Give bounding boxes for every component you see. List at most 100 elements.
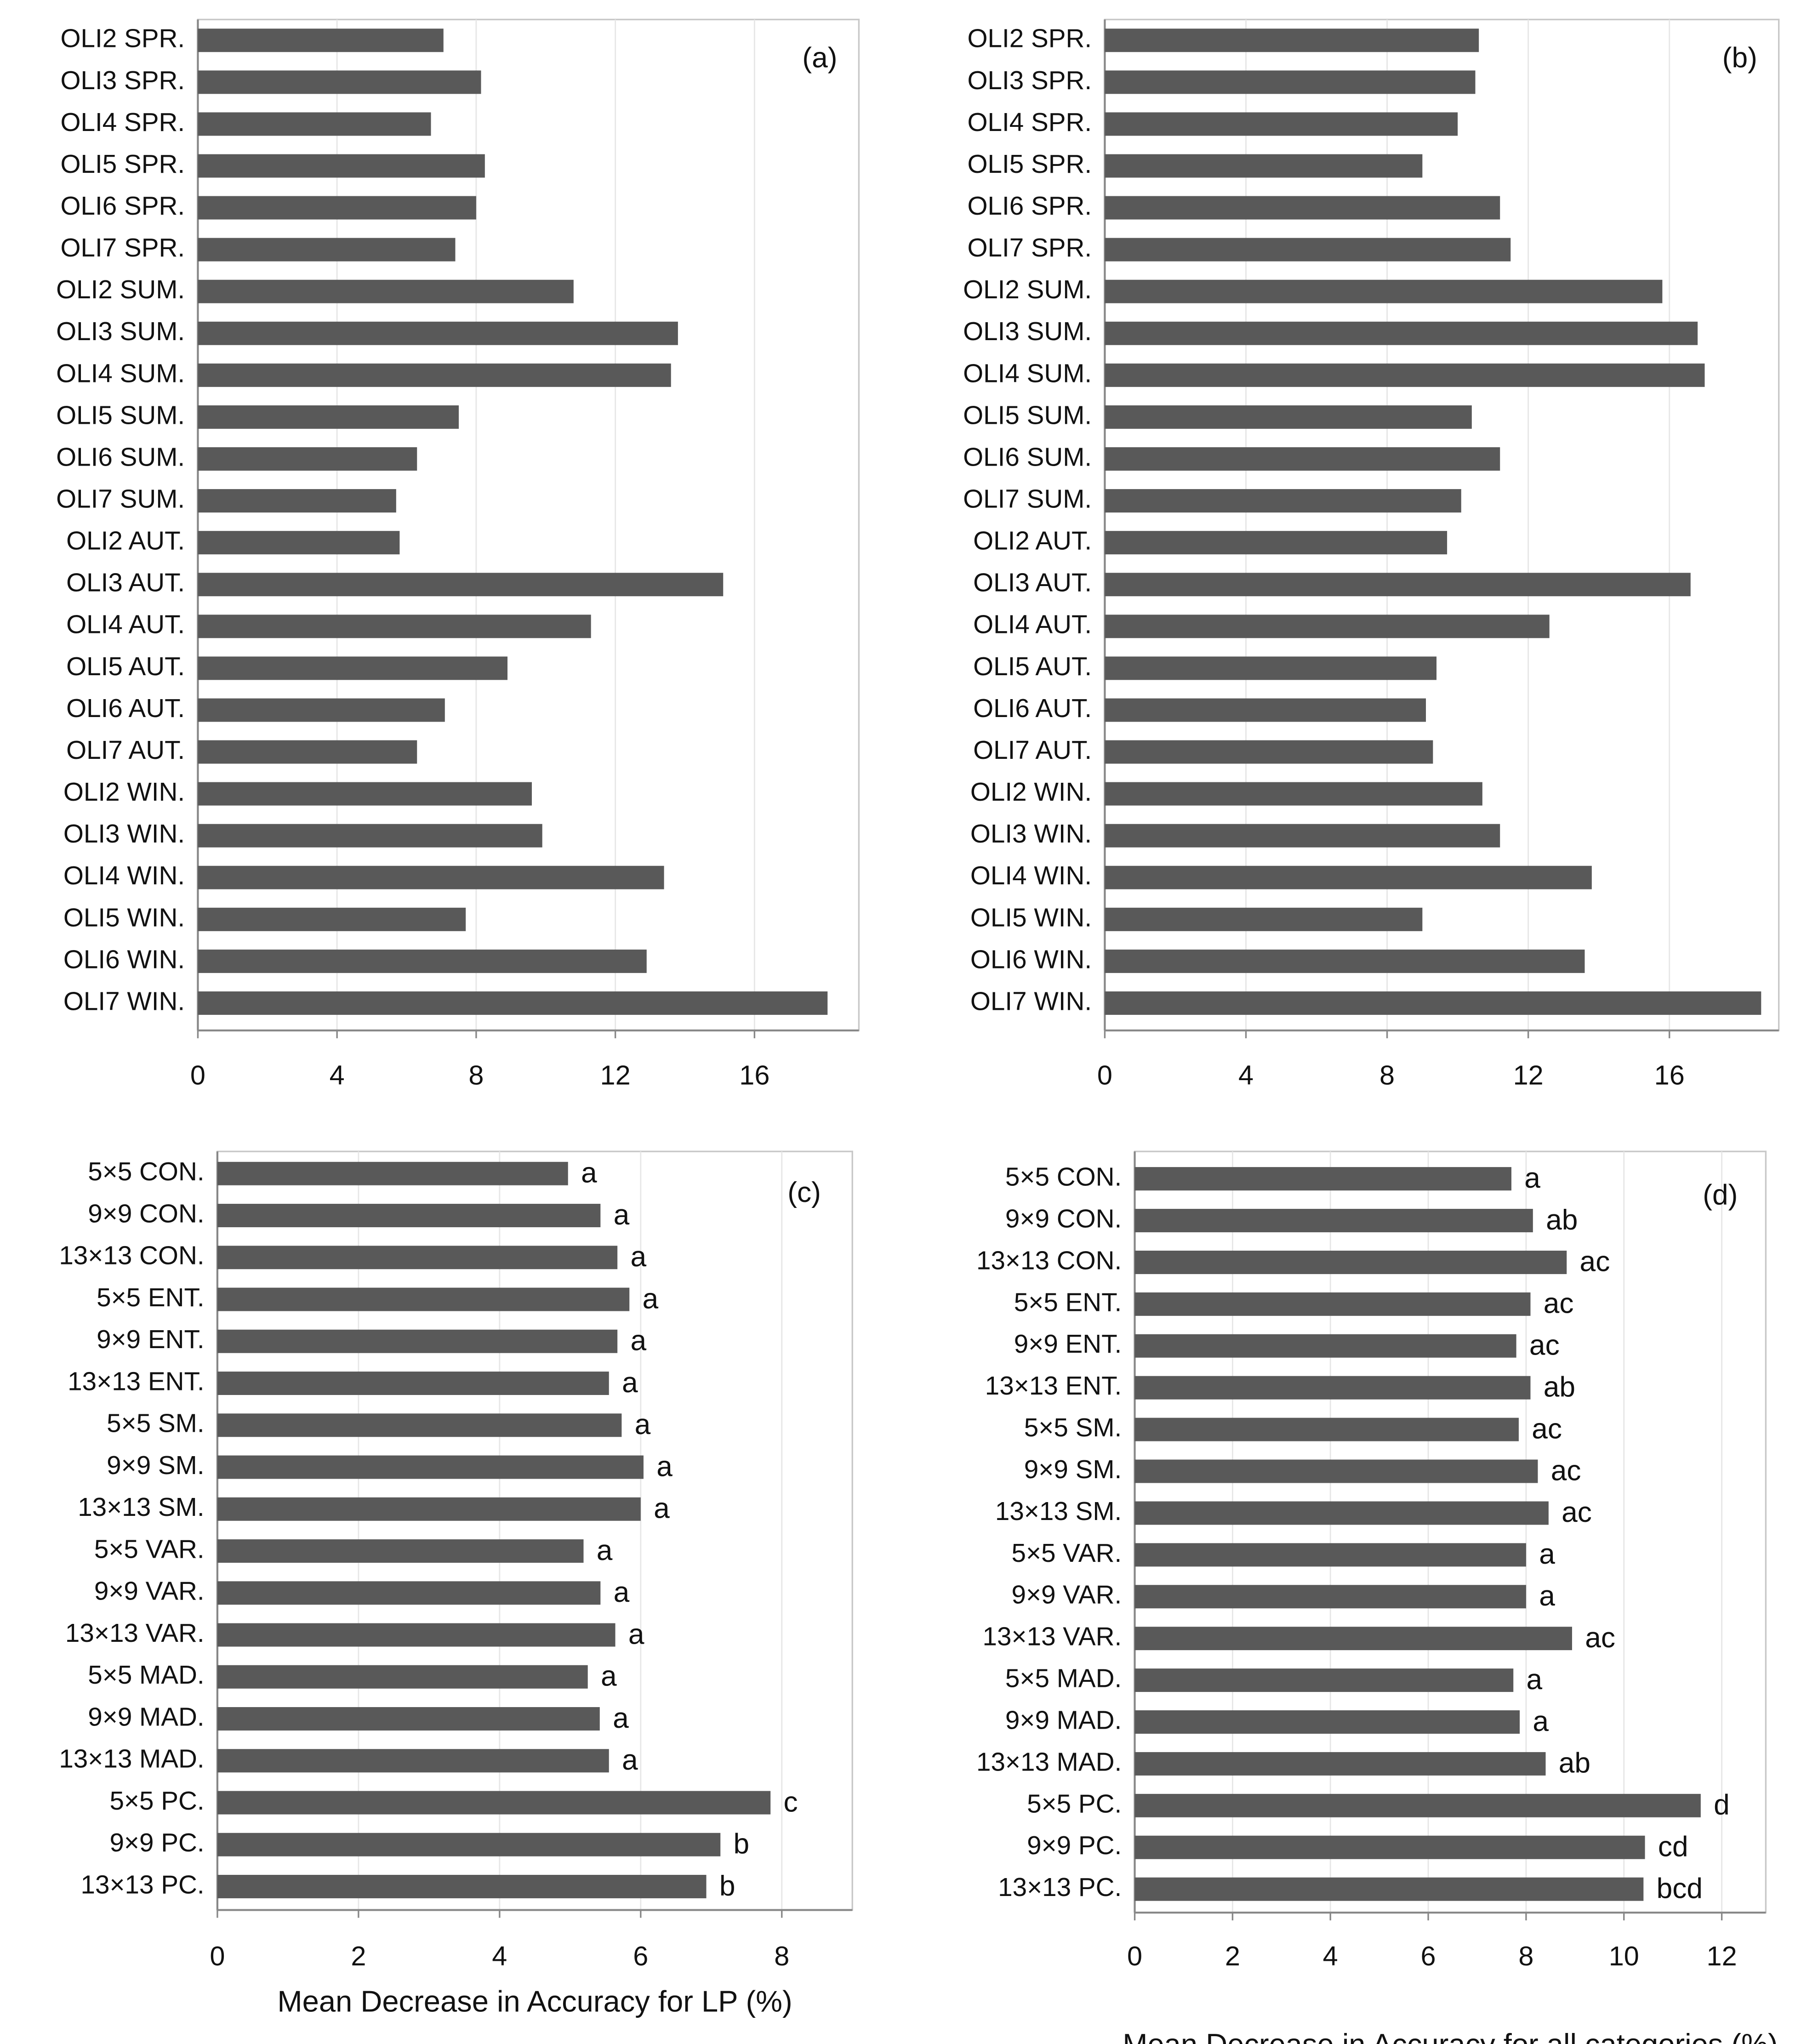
bar bbox=[1134, 1585, 1526, 1609]
bar bbox=[1105, 615, 1550, 638]
group-label: bcd bbox=[1657, 1873, 1703, 1904]
y-tick-label: 9×9 ENT. bbox=[97, 1325, 204, 1354]
bar bbox=[198, 196, 476, 220]
y-tick-label: 9×9 CON. bbox=[1005, 1204, 1122, 1233]
y-tick-label: 9×9 MAD. bbox=[1005, 1705, 1122, 1734]
y-tick-label: OLI3 AUT. bbox=[66, 568, 185, 597]
y-tick-label: 13×13 SM. bbox=[78, 1492, 204, 1521]
y-tick-label: 5×5 PC. bbox=[109, 1786, 204, 1815]
x-tick-label: 16 bbox=[1654, 1060, 1685, 1091]
group-label: ac bbox=[1532, 1413, 1562, 1445]
bar bbox=[1105, 405, 1472, 429]
y-tick-label: 13×13 ENT. bbox=[985, 1371, 1122, 1400]
panel-label: (b) bbox=[1722, 42, 1757, 74]
bar bbox=[1105, 573, 1691, 597]
bar bbox=[217, 1204, 601, 1227]
x-tick-label: 0 bbox=[1127, 1941, 1142, 1971]
bar bbox=[217, 1497, 641, 1521]
group-label: a bbox=[597, 1535, 613, 1566]
bar bbox=[1105, 531, 1448, 555]
y-tick-label: OLI5 SPR. bbox=[61, 149, 185, 178]
y-tick-label: OLI2 WIN. bbox=[63, 777, 185, 806]
y-tick-label: OLI4 WIN. bbox=[63, 861, 185, 890]
bar bbox=[198, 531, 400, 555]
y-tick-label: OLI3 WIN. bbox=[63, 819, 185, 848]
x-axis-label: Mean Decrease in Accuracy for LP (%) bbox=[277, 1984, 792, 2018]
bar bbox=[217, 1539, 584, 1563]
bar bbox=[198, 363, 671, 387]
y-tick-label: 13×13 PC. bbox=[80, 1870, 204, 1899]
y-tick-label: OLI2 AUT. bbox=[66, 526, 185, 555]
x-tick-label: 8 bbox=[468, 1060, 484, 1091]
y-tick-label: OLI7 WIN. bbox=[63, 986, 185, 1015]
bar bbox=[1105, 321, 1698, 345]
group-label: a bbox=[581, 1157, 597, 1189]
y-tick-label: 13×13 MAD. bbox=[976, 1747, 1122, 1776]
bar bbox=[198, 740, 417, 764]
bar bbox=[1105, 991, 1761, 1015]
y-tick-label: OLI6 AUT. bbox=[66, 694, 185, 723]
bar bbox=[1105, 154, 1423, 178]
y-tick-label: OLI6 SUM. bbox=[56, 442, 185, 471]
group-label: a bbox=[635, 1409, 651, 1440]
group-label: ac bbox=[1551, 1455, 1581, 1486]
panel-label: (a) bbox=[802, 42, 837, 74]
group-label: c bbox=[784, 1786, 798, 1818]
bar bbox=[1134, 1543, 1526, 1567]
bar bbox=[217, 1161, 568, 1185]
bar bbox=[1134, 1167, 1511, 1191]
bar bbox=[198, 154, 485, 178]
bar bbox=[1134, 1250, 1567, 1274]
bar bbox=[198, 907, 466, 931]
y-tick-label: 5×5 MAD. bbox=[88, 1660, 204, 1689]
bar bbox=[198, 279, 574, 303]
panel-label: (d) bbox=[1703, 1179, 1738, 1211]
bar bbox=[217, 1833, 721, 1856]
x-tick-label: 6 bbox=[633, 1941, 648, 1971]
y-tick-label: OLI4 SPR. bbox=[968, 108, 1092, 137]
bar bbox=[198, 70, 481, 94]
bar bbox=[217, 1329, 618, 1353]
y-tick-label: 9×9 PC. bbox=[109, 1828, 204, 1857]
bar bbox=[217, 1372, 609, 1395]
y-tick-label: 9×9 SM. bbox=[107, 1451, 204, 1480]
y-tick-label: 5×5 ENT. bbox=[97, 1283, 204, 1312]
bar bbox=[1134, 1668, 1514, 1692]
group-label: a bbox=[1539, 1538, 1555, 1570]
bar bbox=[198, 489, 396, 513]
group-label: ac bbox=[1585, 1622, 1615, 1654]
bar bbox=[1105, 70, 1476, 94]
bar bbox=[198, 573, 724, 597]
x-tick-label: 4 bbox=[1238, 1060, 1254, 1091]
panel: 0 4 8 12 16 OLI2 SPR. OLI3 SPR. OLI4 SPR. OLI5 S… bbox=[56, 18, 860, 1091]
bar bbox=[1134, 1334, 1516, 1358]
bar bbox=[1134, 1710, 1520, 1734]
y-tick-label: 5×5 CON. bbox=[1005, 1162, 1122, 1191]
bar bbox=[1105, 949, 1585, 973]
bar bbox=[217, 1623, 616, 1647]
y-tick-label: OLI7 SPR. bbox=[968, 233, 1092, 262]
bar bbox=[1134, 1292, 1531, 1316]
y-tick-label: OLI3 WIN. bbox=[970, 819, 1092, 848]
y-tick-label: OLI5 AUT. bbox=[973, 652, 1092, 681]
y-tick-label: OLI4 AUT. bbox=[66, 610, 185, 639]
x-tick-label: 12 bbox=[1707, 1941, 1737, 1971]
group-label: ab bbox=[1546, 1204, 1578, 1236]
x-tick-label: 2 bbox=[1225, 1941, 1240, 1971]
y-tick-label: OLI6 WIN. bbox=[970, 945, 1092, 974]
group-label: cd bbox=[1658, 1831, 1688, 1863]
panel: 0 2 4 6 8 5×5 CON. a 9×9 CON. a 13×13 CON. a 5×5 EN… bbox=[59, 1150, 853, 2018]
y-tick-label: OLI3 SPR. bbox=[61, 66, 185, 95]
bar bbox=[1134, 1835, 1645, 1859]
bar bbox=[198, 991, 828, 1015]
y-tick-label: OLI2 SUM. bbox=[56, 275, 185, 304]
y-tick-label: OLI4 SUM. bbox=[963, 359, 1092, 387]
y-tick-label: 5×5 SM. bbox=[107, 1409, 204, 1438]
y-tick-label: OLI5 AUT. bbox=[66, 652, 185, 681]
x-tick-label: 4 bbox=[492, 1941, 507, 1971]
panel-label: (c) bbox=[787, 1177, 821, 1208]
y-tick-label: 13×13 PC. bbox=[998, 1873, 1122, 1902]
group-label: b bbox=[719, 1870, 735, 1902]
y-tick-label: 5×5 VAR. bbox=[1012, 1538, 1122, 1567]
